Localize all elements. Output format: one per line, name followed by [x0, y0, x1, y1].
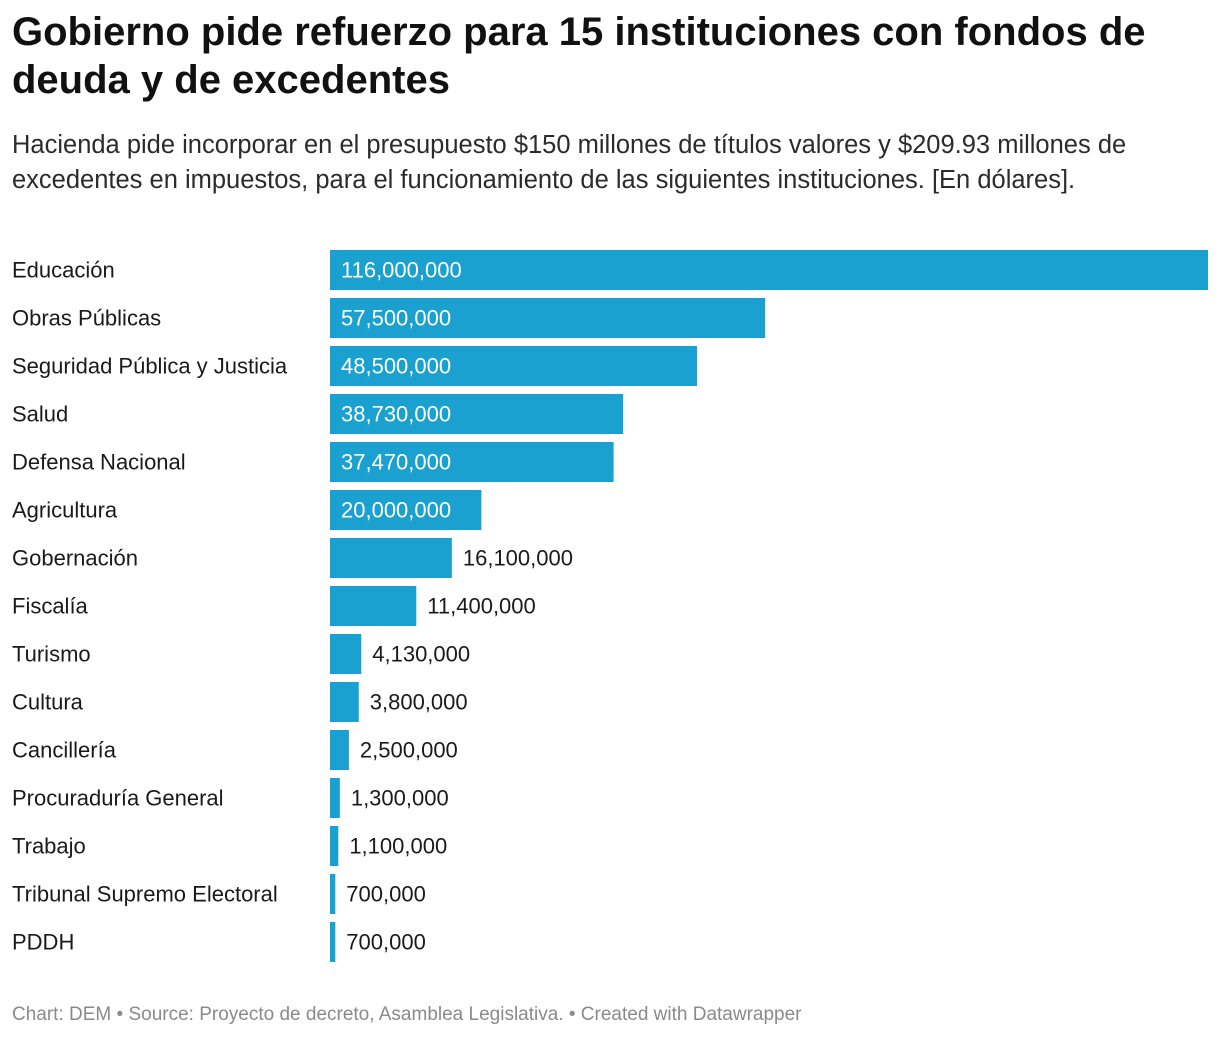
bar [330, 298, 766, 338]
bar [330, 442, 614, 482]
bar [330, 826, 339, 866]
value-label: 1,300,000 [351, 786, 449, 811]
bar-row: Obras Públicas 57,500,000 [12, 298, 766, 338]
bar [330, 538, 452, 578]
category-label: Gobernación [12, 546, 138, 571]
chart-subtitle: Hacienda pide incorporar en el presupues… [12, 131, 1127, 194]
bar-row: Tribunal Supremo Electoral 700,000 [12, 874, 426, 914]
bar [330, 778, 340, 818]
category-label: Salud [12, 402, 68, 427]
bar-row: Turismo 4,130,000 [12, 634, 470, 674]
bar-row: Salud 38,730,000 [12, 394, 624, 434]
value-label: 20,000,000 [341, 498, 451, 523]
bar [330, 586, 417, 626]
bar [330, 250, 1208, 290]
category-label: PDDH [12, 930, 74, 955]
bar [330, 394, 624, 434]
bar-row: Gobernación 16,100,000 [12, 538, 573, 578]
value-label: 48,500,000 [341, 354, 451, 379]
bar [330, 730, 349, 770]
bar-row: Cancillería 2,500,000 [12, 730, 458, 770]
category-label: Trabajo [12, 834, 86, 859]
chart-title: Gobierno pide refuerzo para 15 instituci… [12, 10, 1146, 102]
bar [330, 346, 698, 386]
bar-row: Seguridad Pública y Justicia 48,500,000 [12, 346, 698, 386]
bar-row: Defensa Nacional 37,470,000 [12, 442, 614, 482]
bar [330, 922, 336, 962]
value-label: 4,130,000 [372, 642, 470, 667]
value-label: 38,730,000 [341, 402, 451, 427]
category-label: Educación [12, 258, 115, 283]
category-label: Agricultura [12, 498, 118, 523]
value-label: 37,470,000 [341, 450, 451, 475]
category-label: Procuraduría General [12, 786, 224, 811]
bar-row: Educación 116,000,000 [12, 250, 1208, 290]
category-label: Cancillería [12, 738, 117, 763]
bar-row: Cultura 3,800,000 [12, 682, 468, 722]
bar [330, 634, 362, 674]
category-label: Tribunal Supremo Electoral [12, 882, 278, 907]
value-label: 11,400,000 [427, 594, 535, 619]
category-label: Seguridad Pública y Justicia [12, 354, 288, 379]
bar-row: Procuraduría General 1,300,000 [12, 778, 449, 818]
value-label: 700,000 [346, 882, 426, 907]
value-label: 1,100,000 [349, 834, 447, 859]
value-label: 2,500,000 [360, 738, 458, 763]
bar-row: Agricultura 20,000,000 [12, 490, 482, 530]
bar [330, 874, 336, 914]
category-label: Cultura [12, 690, 84, 715]
value-label: 3,800,000 [370, 690, 468, 715]
category-label: Defensa Nacional [12, 450, 186, 475]
category-label: Obras Públicas [12, 306, 161, 331]
bar [330, 490, 482, 530]
chart-footer: Chart: DEM • Source: Proyecto de decreto… [12, 1004, 802, 1025]
bar-row: Fiscalía 11,400,000 [12, 586, 536, 626]
bar [330, 682, 359, 722]
category-label: Turismo [12, 642, 91, 667]
value-label: 700,000 [346, 930, 426, 955]
category-label: Fiscalía [12, 594, 89, 619]
value-label: 16,100,000 [463, 546, 573, 571]
value-label: 116,000,000 [341, 258, 462, 283]
bar-row: Trabajo 1,100,000 [12, 826, 447, 866]
bar-row: PDDH 700,000 [12, 922, 426, 962]
value-label: 57,500,000 [341, 306, 451, 331]
bar-chart: Educación 116,000,000 Obras Públicas 57,500… [12, 250, 1208, 962]
